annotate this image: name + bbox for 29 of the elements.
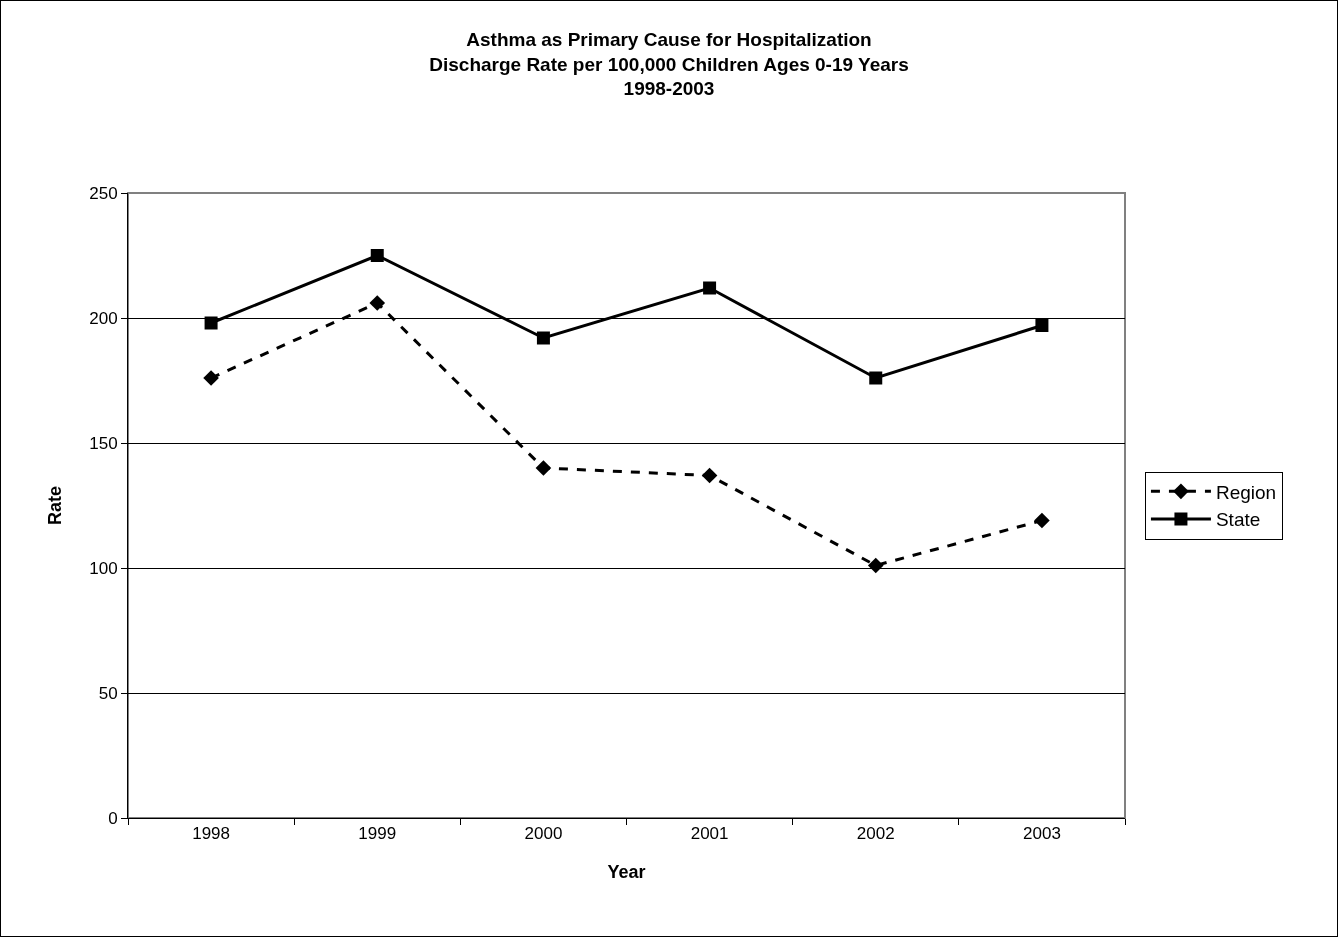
point xyxy=(867,557,884,574)
x-axis-title: Year xyxy=(607,861,646,882)
x-tick-label: 2000 xyxy=(524,824,563,844)
point xyxy=(869,371,883,385)
point xyxy=(536,331,550,345)
point xyxy=(1035,319,1049,332)
y-tick-label: 100 xyxy=(89,558,118,578)
x-tick-label: 1998 xyxy=(192,824,230,844)
legend-label: Region xyxy=(1215,481,1277,503)
point xyxy=(703,281,717,295)
chart-title: Asthma as Primary Cause for Hospitalization Discharge Rate per 100,000 Children Ages 0-19 Years 1998-2003 xyxy=(429,29,909,100)
y-tick-label: 50 xyxy=(98,683,118,703)
x-tick-label: 1999 xyxy=(358,824,397,844)
point xyxy=(370,249,384,262)
x-tick-label: 2003 xyxy=(1023,824,1061,844)
y-tick-label: 150 xyxy=(89,433,118,453)
y-tick-label: 250 xyxy=(89,183,118,203)
x-tick-label: 2002 xyxy=(856,824,895,844)
point xyxy=(204,316,218,330)
y-tick-label: 0 xyxy=(108,808,118,828)
point xyxy=(369,295,386,311)
point xyxy=(1034,512,1050,529)
x-tick-label: 2001 xyxy=(690,824,729,844)
point xyxy=(701,467,718,484)
y-axis-title: Rate xyxy=(45,485,66,526)
y-tick-label: 200 xyxy=(89,308,118,328)
legend-label: State xyxy=(1215,509,1261,531)
point xyxy=(203,370,219,386)
point xyxy=(535,460,552,476)
